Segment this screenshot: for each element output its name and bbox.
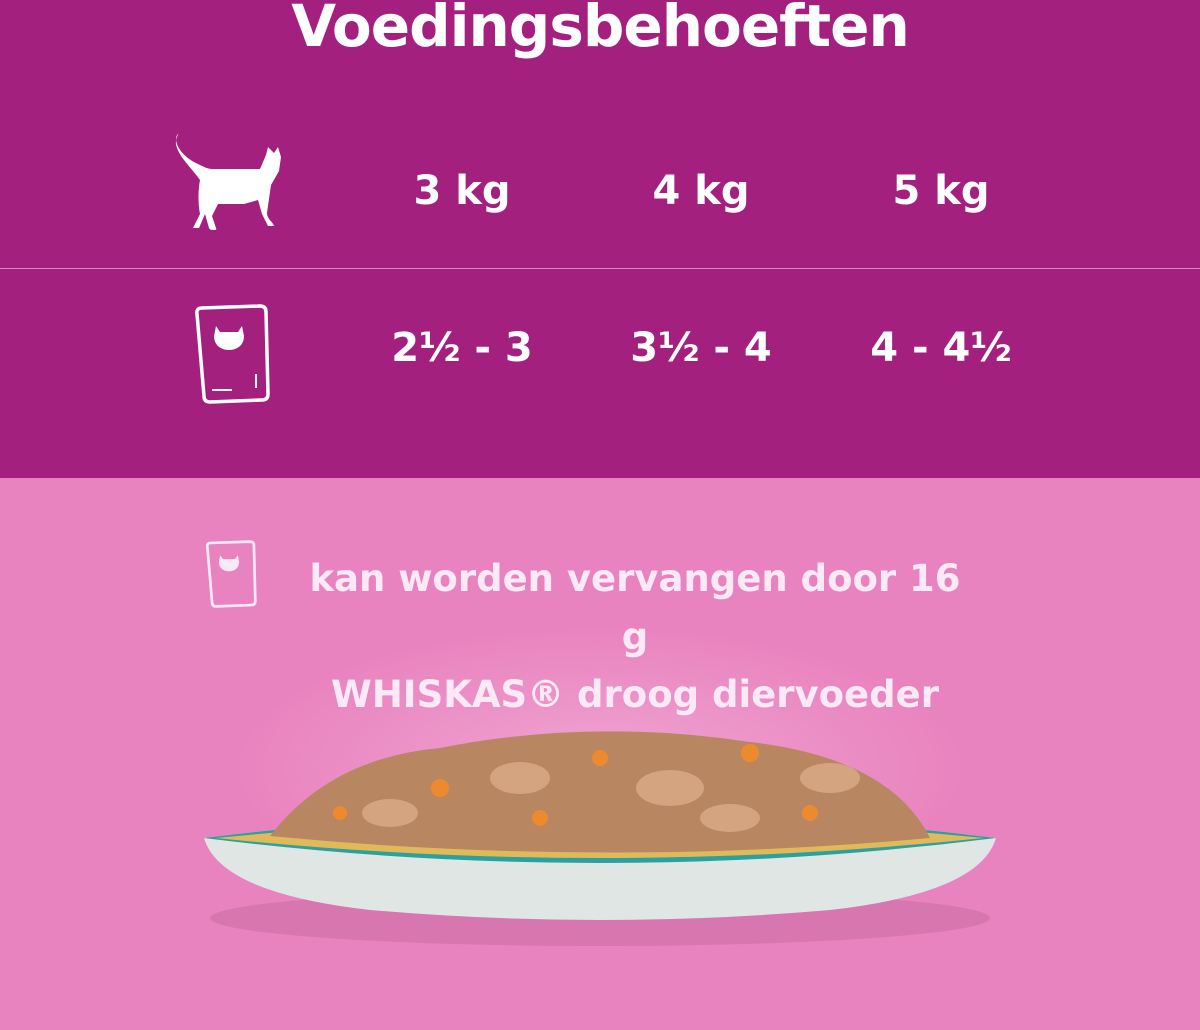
pouch-icon [205,540,257,608]
weight-5kg: 5 kg [892,168,990,214]
pouches-5kg: 4 - 4½ [870,325,1012,371]
divider [0,268,1200,269]
pouch-icon [195,304,270,404]
cat-icon [175,133,281,230]
note-line-2: WHISKAS® droog diervoeder [331,673,939,716]
substitution-note: kan worden vervangen door 16 g WHISKAS® … [290,550,980,724]
substitution-section: kan worden vervangen door 16 g WHISKAS® … [0,478,1200,1030]
food-plate-image [204,731,996,946]
note-line-1: kan worden vervangen door 16 g [309,557,961,658]
pouches-4kg: 3½ - 4 [630,325,772,371]
feeding-table: Voedingsbehoeften 3 kg 4 kg 5 kg 2½ - 3 … [0,0,1200,478]
weight-4kg: 4 kg [652,168,750,214]
pouches-3kg: 2½ - 3 [391,325,533,371]
weight-3kg: 3 kg [413,168,511,214]
page-title: Voedingsbehoeften [291,0,910,60]
